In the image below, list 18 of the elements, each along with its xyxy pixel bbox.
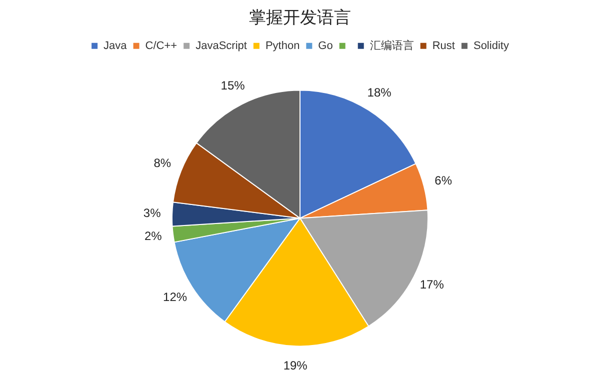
legend-label: Go <box>318 40 333 52</box>
legend-label: Java <box>104 40 128 52</box>
legend-label: JavaScript <box>196 40 247 52</box>
legend-label: C/C++ <box>145 40 178 52</box>
data-label: 3% <box>143 206 162 220</box>
legend-label: 汇编语言 <box>370 38 414 52</box>
data-label: 8% <box>154 156 172 170</box>
data-label: 19% <box>283 358 308 372</box>
data-label: 12% <box>163 290 188 304</box>
data-label: 15% <box>220 78 246 93</box>
data-label: 18% <box>367 86 392 100</box>
legend-label: Solidity <box>473 40 510 52</box>
data-label: 6% <box>434 174 452 188</box>
data-label: 17% <box>420 278 444 292</box>
legend-label: Rust <box>432 40 455 52</box>
data-label: 2% <box>144 229 162 244</box>
chart-title: 掌握开发语言 <box>249 8 351 27</box>
legend-label: Python <box>265 40 300 52</box>
